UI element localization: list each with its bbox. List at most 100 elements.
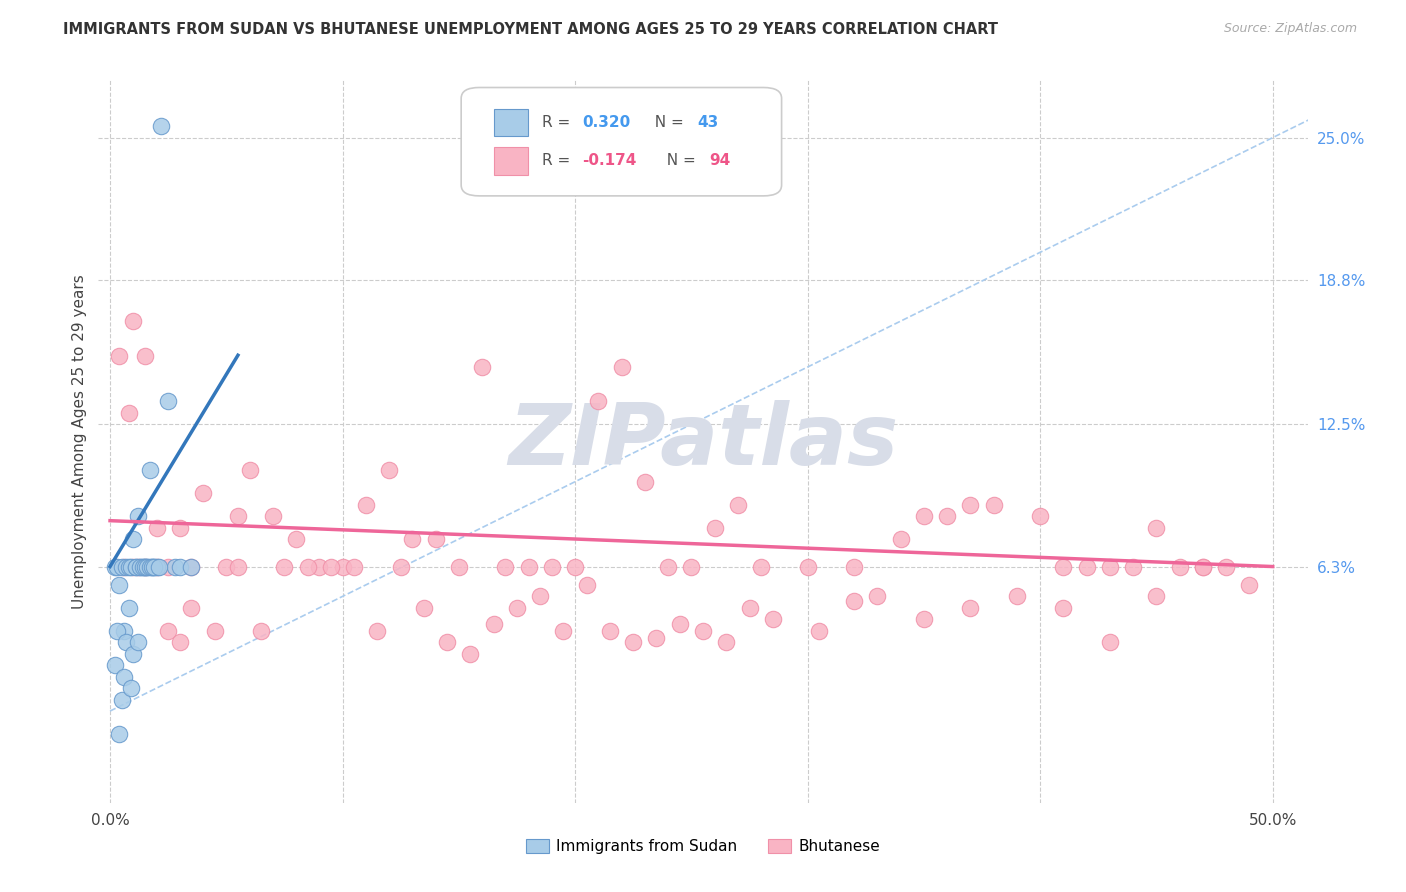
- Point: [1192, 559, 1215, 574]
- Point: [191, 486, 214, 500]
- Point: [262, 509, 284, 524]
- Text: R =: R =: [543, 153, 575, 169]
- Point: [447, 559, 470, 574]
- Point: [716, 635, 738, 649]
- Point: [204, 624, 226, 638]
- Point: [115, 635, 138, 649]
- Point: [145, 520, 167, 534]
- Point: [297, 559, 319, 574]
- Point: [180, 559, 202, 574]
- Text: N =: N =: [645, 115, 689, 130]
- Point: [127, 559, 149, 574]
- Point: [808, 624, 831, 638]
- Point: [564, 559, 586, 574]
- Point: [354, 498, 377, 512]
- Point: [366, 624, 388, 638]
- Point: [148, 559, 170, 574]
- Point: [104, 658, 127, 673]
- Text: -0.174: -0.174: [582, 153, 637, 169]
- Point: [425, 532, 447, 546]
- Point: [959, 498, 981, 512]
- Point: [134, 559, 156, 574]
- Point: [180, 559, 202, 574]
- Point: [599, 624, 621, 638]
- Point: [575, 578, 598, 592]
- Point: [112, 670, 135, 684]
- Point: [634, 475, 657, 489]
- Point: [131, 559, 153, 574]
- Point: [122, 532, 145, 546]
- Legend: Immigrants from Sudan, Bhutanese: Immigrants from Sudan, Bhutanese: [520, 833, 886, 860]
- Point: [129, 559, 152, 574]
- Point: [124, 559, 146, 574]
- Point: [134, 349, 156, 363]
- Point: [124, 559, 146, 574]
- Point: [738, 600, 761, 615]
- Point: [169, 559, 191, 574]
- Point: [621, 635, 644, 649]
- Bar: [494, 109, 527, 136]
- Point: [703, 520, 725, 534]
- Point: [108, 349, 131, 363]
- Point: [749, 559, 772, 574]
- Point: [105, 624, 128, 638]
- Point: [131, 559, 153, 574]
- Point: [112, 624, 135, 638]
- Point: [226, 509, 249, 524]
- Point: [112, 559, 135, 574]
- Text: N =: N =: [657, 153, 700, 169]
- Point: [138, 463, 160, 477]
- Point: [668, 616, 690, 631]
- Point: [1052, 600, 1074, 615]
- Point: [1122, 559, 1144, 574]
- Point: [681, 559, 703, 574]
- Point: [1005, 590, 1028, 604]
- Point: [169, 635, 191, 649]
- Point: [844, 559, 866, 574]
- Point: [108, 727, 131, 741]
- Point: [127, 635, 149, 649]
- Point: [118, 406, 141, 420]
- Point: [378, 463, 401, 477]
- Point: [165, 559, 187, 574]
- Point: [482, 616, 505, 631]
- Point: [138, 559, 160, 574]
- Point: [145, 559, 167, 574]
- Point: [239, 463, 262, 477]
- Point: [588, 394, 610, 409]
- Point: [1076, 559, 1098, 574]
- Point: [141, 559, 163, 574]
- Point: [1144, 590, 1167, 604]
- Point: [436, 635, 458, 649]
- Point: [506, 600, 529, 615]
- Point: [343, 559, 366, 574]
- Text: IMMIGRANTS FROM SUDAN VS BHUTANESE UNEMPLOYMENT AMONG AGES 25 TO 29 YEARS CORREL: IMMIGRANTS FROM SUDAN VS BHUTANESE UNEMP…: [63, 22, 998, 37]
- Point: [796, 559, 818, 574]
- Point: [105, 559, 128, 574]
- Text: R =: R =: [543, 115, 575, 130]
- Text: 43: 43: [697, 115, 718, 130]
- Point: [215, 559, 238, 574]
- Point: [104, 559, 127, 574]
- Point: [1215, 559, 1237, 574]
- Point: [120, 681, 142, 695]
- Point: [150, 119, 173, 133]
- Point: [332, 559, 354, 574]
- Point: [540, 559, 562, 574]
- Point: [129, 559, 152, 574]
- Point: [1098, 635, 1121, 649]
- Point: [120, 559, 142, 574]
- Point: [890, 532, 912, 546]
- Point: [108, 578, 131, 592]
- Point: [692, 624, 714, 638]
- Point: [912, 509, 935, 524]
- Point: [657, 559, 679, 574]
- Point: [111, 559, 134, 574]
- Point: [273, 559, 295, 574]
- Point: [308, 559, 330, 574]
- Bar: [494, 147, 527, 175]
- Point: [413, 600, 436, 615]
- Text: Source: ZipAtlas.com: Source: ZipAtlas.com: [1223, 22, 1357, 36]
- Point: [1239, 578, 1261, 592]
- Point: [844, 594, 866, 608]
